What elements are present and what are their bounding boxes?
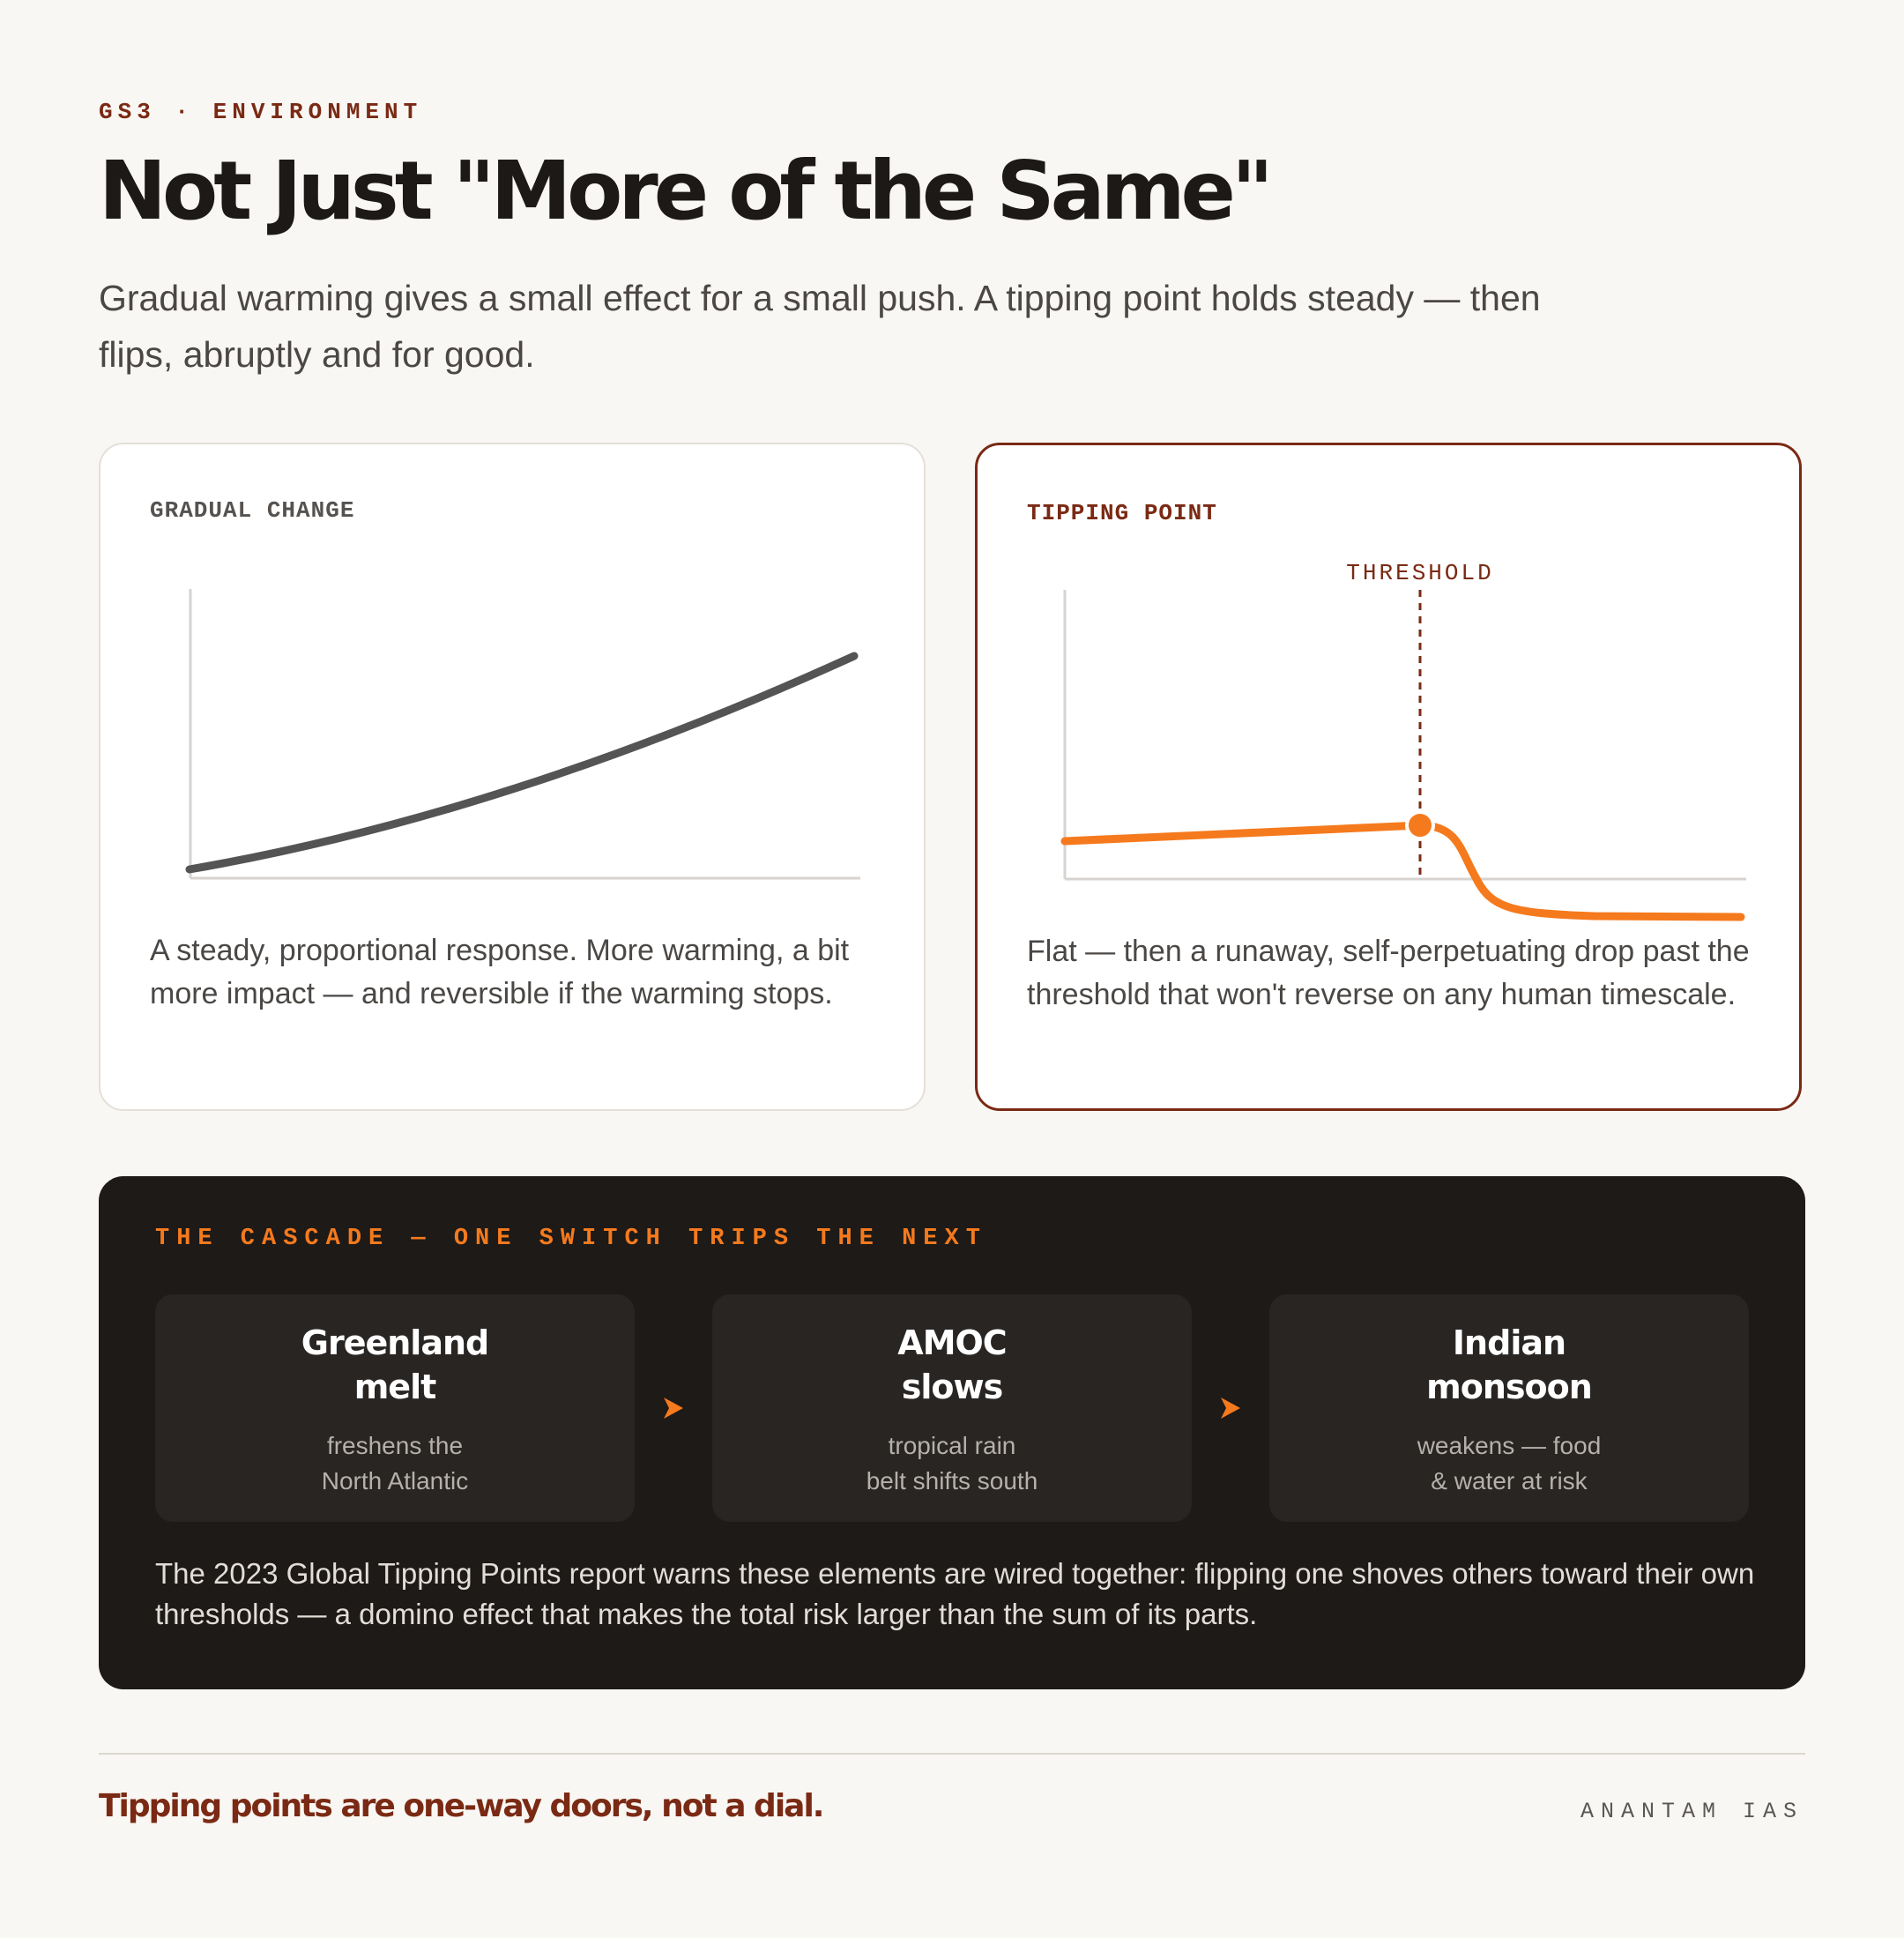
gradual-response-curve xyxy=(185,652,859,874)
tipping-response-curve xyxy=(1060,821,1745,921)
cascade-step-monsoon: Indian monsoon weakens — food & water at… xyxy=(1269,1294,1749,1522)
chevron-right-icon xyxy=(1219,1396,1242,1420)
gradual-change-diagram xyxy=(185,589,860,880)
cascade-title: THE CASCADE — ONE SWITCH TRIPS THE NEXT xyxy=(155,1226,987,1252)
section-kicker: GS3 · ENVIRONMENT xyxy=(99,99,423,125)
gradual-change-description: A steady, proportional response. More wa… xyxy=(150,934,850,1010)
tipping-point-marker xyxy=(1405,810,1435,840)
brand-name: ANANTAM IAS xyxy=(1580,1799,1804,1824)
tipping-point-card: TIPPING POINT THRESHOLD Flat — then a ru… xyxy=(975,443,1802,1111)
cascade-note: The 2023 Global Tipping Points report wa… xyxy=(155,1557,1755,1630)
chevron-right-icon xyxy=(662,1396,685,1420)
cascade-step-amoc: AMOC slows tropical rain belt shifts sou… xyxy=(712,1294,1192,1522)
cascade-steps: Greenland melt freshens the North Atlant… xyxy=(155,1294,1749,1522)
gradual-change-card: GRADUAL CHANGE A steady, proportional re… xyxy=(99,443,926,1111)
cascade-step-title: Indian monsoon xyxy=(1426,1323,1593,1406)
threshold-label: THRESHOLD xyxy=(1346,560,1493,586)
page-subtitle: Gradual warming gives a small effect for… xyxy=(99,278,1541,375)
cascade-step-title: AMOC slows xyxy=(897,1323,1007,1406)
page-title: Not Just "More of the Same" xyxy=(99,144,1274,238)
tipping-point-label: TIPPING POINT xyxy=(1027,500,1217,526)
cascade-step-description: tropical rain belt shifts south xyxy=(866,1432,1038,1494)
cascade-step-description: freshens the North Atlantic xyxy=(321,1432,469,1494)
tipping-point-description: Flat — then a runaway, self-perpetuating… xyxy=(1027,935,1750,1011)
tipping-point-diagram: THRESHOLD xyxy=(1060,560,1746,921)
footer-divider xyxy=(99,1753,1805,1755)
cascade-step-greenland: Greenland melt freshens the North Atlant… xyxy=(155,1294,635,1522)
gradual-change-label: GRADUAL CHANGE xyxy=(150,497,355,524)
cascade-step-title: Greenland melt xyxy=(301,1323,489,1406)
footer-tagline: Tipping points are one-way doors, not a … xyxy=(99,1788,824,1824)
cascade-step-description: weakens — food & water at risk xyxy=(1417,1432,1602,1494)
cascade-panel: THE CASCADE — ONE SWITCH TRIPS THE NEXT … xyxy=(99,1176,1805,1689)
